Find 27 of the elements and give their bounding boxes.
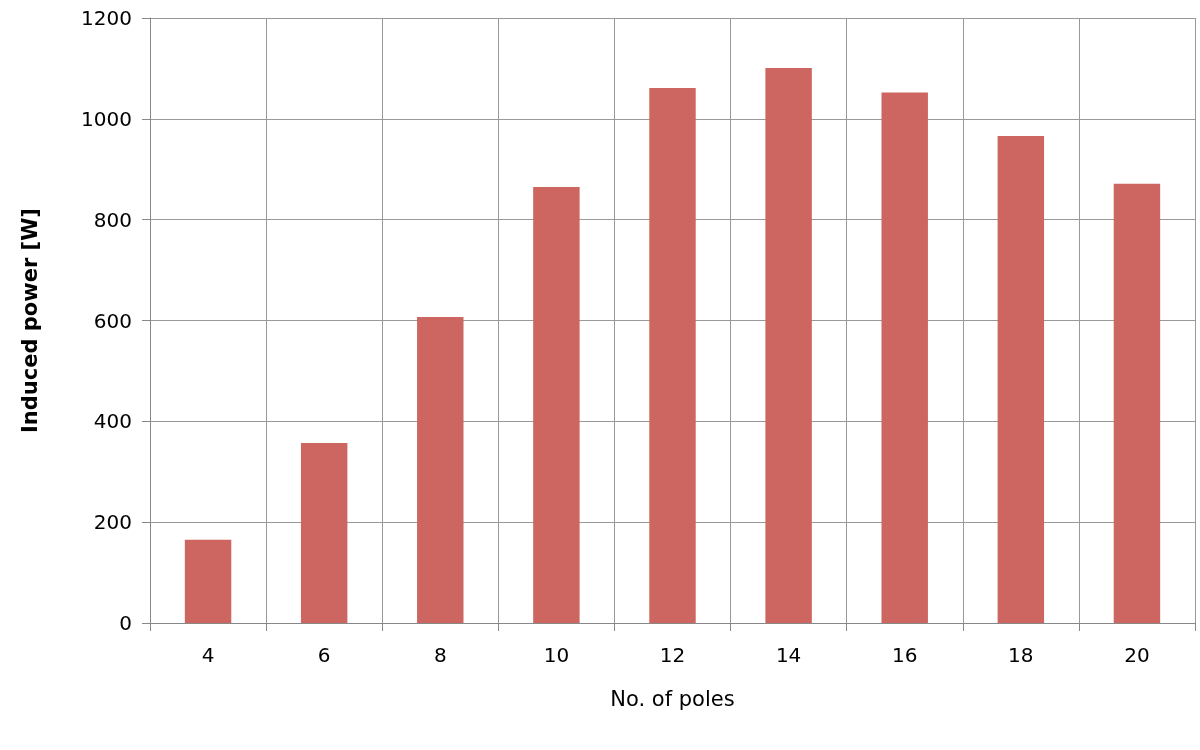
bar (1113, 183, 1161, 623)
y-tick-label: 800 (93, 207, 132, 232)
bar (881, 92, 928, 623)
bar (184, 539, 232, 623)
x-tick-label: 4 (201, 643, 215, 667)
bar (649, 88, 696, 623)
x-tick-label: 18 (1008, 643, 1034, 667)
y-tick-label: 0 (119, 611, 132, 635)
x-tick-label: 12 (659, 643, 686, 667)
x-axis-title: No. of poles (610, 686, 735, 711)
x-tick-label: 6 (317, 643, 331, 667)
x-tick-label: 20 (1124, 643, 1150, 667)
y-tick-label: 200 (93, 510, 132, 535)
bar (997, 135, 1045, 623)
y-tick-label: 400 (93, 409, 132, 434)
x-tick-label: 14 (775, 643, 802, 667)
bar (765, 67, 812, 623)
x-tick-label: 10 (543, 643, 570, 667)
bar (533, 186, 580, 623)
bar (417, 316, 464, 623)
x-tick-label: 16 (892, 643, 918, 667)
y-tick-label: 600 (93, 308, 132, 333)
y-tick-label: 1200 (81, 6, 132, 30)
y-tick-label: 1000 (81, 106, 132, 131)
x-tick-label: 8 (433, 643, 447, 667)
bar (300, 443, 348, 623)
y-axis-title: Induced power [W] (17, 208, 42, 433)
